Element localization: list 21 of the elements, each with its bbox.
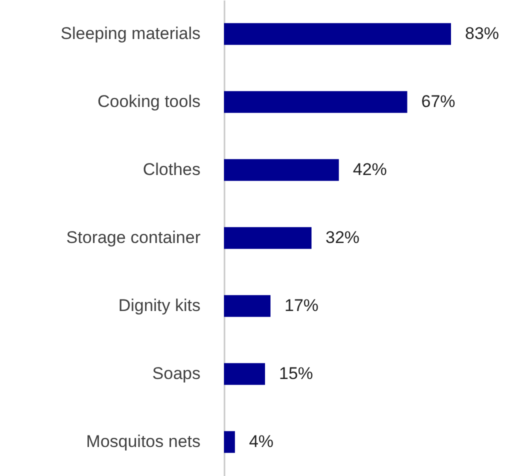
- data-label: 83%: [465, 24, 500, 43]
- data-label: 67%: [421, 92, 456, 111]
- y-tick-label: Mosquitos nets: [86, 432, 200, 451]
- bar: [224, 159, 339, 181]
- y-tick-label: Dignity kits: [118, 296, 200, 315]
- bar: [224, 431, 235, 453]
- bar: [224, 227, 312, 249]
- data-label: 15%: [279, 364, 314, 383]
- y-tick-label: Storage container: [66, 228, 201, 247]
- y-tick-label: Soaps: [152, 364, 200, 383]
- data-label: 17%: [284, 296, 319, 315]
- y-tick-label: Sleeping materials: [60, 24, 200, 43]
- bar: [224, 91, 408, 113]
- bar: [224, 363, 266, 385]
- data-label: 4%: [248, 432, 274, 451]
- y-tick-label: Cooking tools: [97, 92, 200, 111]
- y-tick-label: Clothes: [142, 160, 200, 179]
- data-label: 32%: [326, 228, 360, 247]
- bar: [224, 295, 270, 317]
- data-label: 42%: [352, 160, 387, 179]
- bar: [224, 23, 451, 45]
